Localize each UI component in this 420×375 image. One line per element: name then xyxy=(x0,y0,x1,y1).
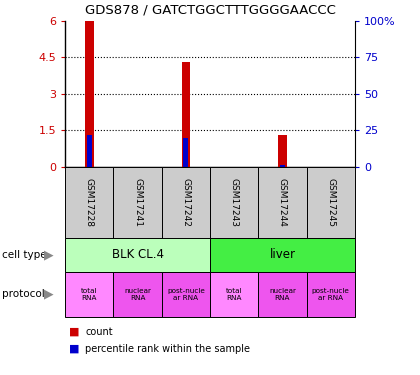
Text: ▶: ▶ xyxy=(44,288,53,301)
Text: liver: liver xyxy=(270,249,295,261)
Bar xyxy=(184,138,188,167)
Bar xyxy=(87,135,92,167)
Text: BLK CL.4: BLK CL.4 xyxy=(112,249,163,261)
Text: GSM17244: GSM17244 xyxy=(278,178,287,227)
Text: ■: ■ xyxy=(69,327,80,337)
Text: GSM17228: GSM17228 xyxy=(85,178,94,227)
Bar xyxy=(181,62,190,167)
Text: ▶: ▶ xyxy=(44,249,53,261)
Text: cell type: cell type xyxy=(2,250,47,260)
Text: post-nucle
ar RNA: post-nucle ar RNA xyxy=(312,288,350,301)
Text: ■: ■ xyxy=(69,344,80,354)
Text: protocol: protocol xyxy=(2,290,45,299)
Text: GSM17241: GSM17241 xyxy=(133,178,142,227)
Text: GSM17245: GSM17245 xyxy=(326,178,335,227)
Text: GSM17243: GSM17243 xyxy=(230,178,239,227)
Title: GDS878 / GATCTGGCTTTGGGGAACCC: GDS878 / GATCTGGCTTTGGGGAACCC xyxy=(84,4,336,16)
Text: total
RNA: total RNA xyxy=(81,288,97,301)
Text: GSM17242: GSM17242 xyxy=(181,178,190,227)
Text: count: count xyxy=(85,327,113,337)
Text: percentile rank within the sample: percentile rank within the sample xyxy=(85,344,250,354)
Text: nuclear
RNA: nuclear RNA xyxy=(269,288,296,301)
Bar xyxy=(85,21,94,167)
Bar xyxy=(278,135,287,167)
Text: post-nucle
ar RNA: post-nucle ar RNA xyxy=(167,288,205,301)
Text: nuclear
RNA: nuclear RNA xyxy=(124,288,151,301)
Text: total
RNA: total RNA xyxy=(226,288,242,301)
Bar xyxy=(280,165,285,167)
